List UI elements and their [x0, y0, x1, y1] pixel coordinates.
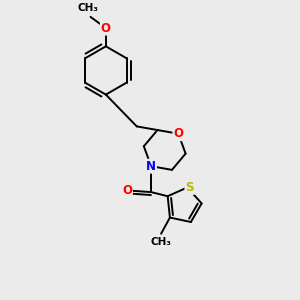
- Text: N: N: [146, 160, 156, 173]
- Text: CH₃: CH₃: [78, 3, 99, 14]
- Text: S: S: [185, 181, 194, 194]
- Text: O: O: [173, 127, 183, 140]
- Text: CH₃: CH₃: [151, 237, 172, 247]
- Text: O: O: [122, 184, 132, 196]
- Text: O: O: [101, 22, 111, 34]
